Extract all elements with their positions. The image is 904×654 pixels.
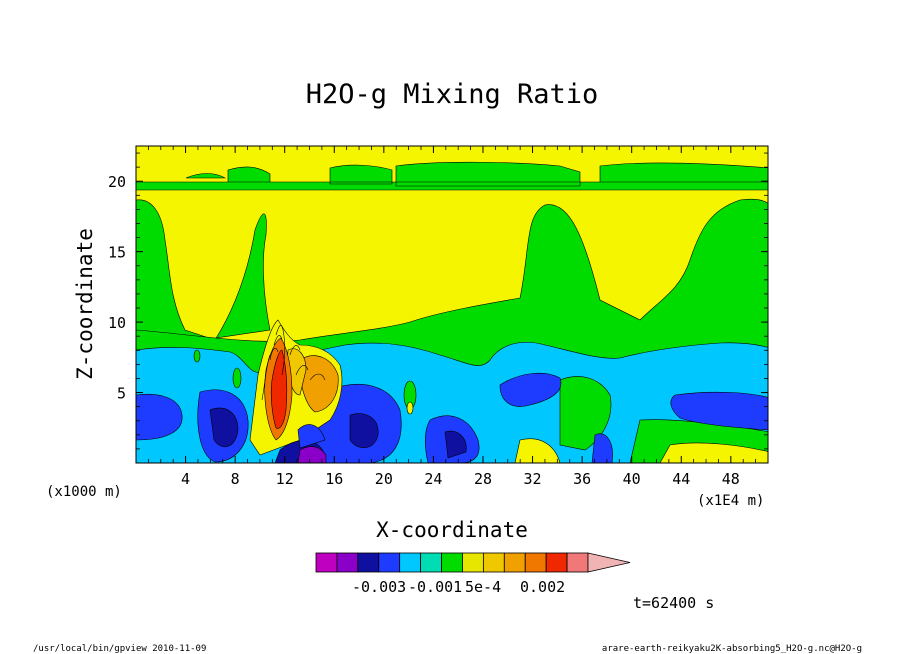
x-unit-right: (x1E4 m): [697, 493, 764, 509]
x-tick-label: 16: [325, 470, 343, 488]
x-tick-label: 4: [181, 470, 190, 488]
blue-blob-32: [499, 373, 562, 407]
y-tick-label: 20: [108, 173, 126, 191]
footer-right: arare-earth-reikyaku2K-absorbing5_H2O-g.…: [602, 644, 862, 654]
y-tick-label: 10: [108, 314, 126, 332]
x-tick-label: 48: [722, 470, 740, 488]
colorbar-box: [482, 552, 505, 573]
colorbar-tick-label: 5e-4: [465, 578, 501, 596]
x-tick-label: 8: [231, 470, 240, 488]
x-tick-label: 36: [573, 470, 591, 488]
time-label: t=62400 s: [633, 594, 714, 612]
colorbar-box: [503, 552, 526, 573]
x-tick-label: 24: [424, 470, 442, 488]
navy-blob-center: [349, 413, 379, 448]
yellow-island-1: [406, 401, 414, 415]
colorbar-tick-label: 0.002: [520, 578, 565, 596]
colorbar-box: [357, 552, 380, 573]
green-island-3: [193, 349, 201, 363]
colorbar-box: [566, 552, 589, 573]
x-tick-label: 28: [474, 470, 492, 488]
x-axis: 4 8 12 16 20 24 28 32 36 40 44 48: [147, 146, 757, 488]
y-axis-label: Z-coordinate: [73, 228, 97, 380]
x-axis-label: X-coordinate: [376, 518, 528, 542]
blue-blob-36: [591, 433, 613, 463]
x-tick-label: 32: [524, 470, 542, 488]
colorbar-box: [336, 552, 359, 573]
colorbar-box: [524, 552, 547, 573]
left-green-column: [136, 199, 271, 351]
colorbar-box: [441, 552, 463, 573]
y-tick-label: 5: [117, 385, 126, 403]
contour-field: [136, 146, 768, 463]
plume-contour-lines: [261, 325, 326, 401]
plot-frame: [135, 145, 769, 464]
plume-orange-right: [299, 355, 339, 413]
x-tick-label: 44: [672, 470, 690, 488]
x-tick-label: 40: [623, 470, 641, 488]
navy-blob-mid: [444, 430, 467, 459]
x-tick-label: 20: [375, 470, 393, 488]
green-island-1: [232, 367, 242, 389]
colorbar-arrow: [587, 552, 631, 573]
x-tick-label: 12: [276, 470, 294, 488]
colorbar: [315, 552, 631, 573]
surface-purple-cell: [297, 446, 327, 463]
colorbar-tick-label: -0.003: [352, 578, 406, 596]
colorbar-box: [420, 552, 442, 573]
right-green-lobe: [559, 376, 612, 451]
colorbar-box: [378, 552, 401, 573]
x-unit-left: (x1000 m): [46, 484, 122, 500]
colorbar-box: [399, 552, 422, 573]
colorbar-tick-label: -0.001: [408, 578, 462, 596]
navy-blob-left: [209, 407, 239, 448]
colorbar-box: [545, 552, 568, 573]
surface-yellow-patch-mid: [514, 438, 561, 463]
colorbar-box: [315, 552, 338, 573]
footer-left: /usr/local/bin/gpview 2010-11-09: [33, 644, 206, 654]
colorbar-box: [462, 552, 484, 573]
surface-yellow-patch-right: [659, 442, 768, 463]
y-axis: 5 10 15 20: [108, 152, 768, 450]
y-tick-label: 15: [108, 244, 126, 262]
blue-blob-far-left: [136, 394, 183, 441]
tropopause-band: [136, 161, 768, 191]
chart-title: H2O-g Mixing Ratio: [306, 79, 599, 110]
blue-blob-right: [670, 391, 768, 431]
surface-blue-cell-mid: [297, 424, 326, 449]
colorbar-labels: -0.003 -0.001 5e-4 0.002: [352, 578, 565, 596]
